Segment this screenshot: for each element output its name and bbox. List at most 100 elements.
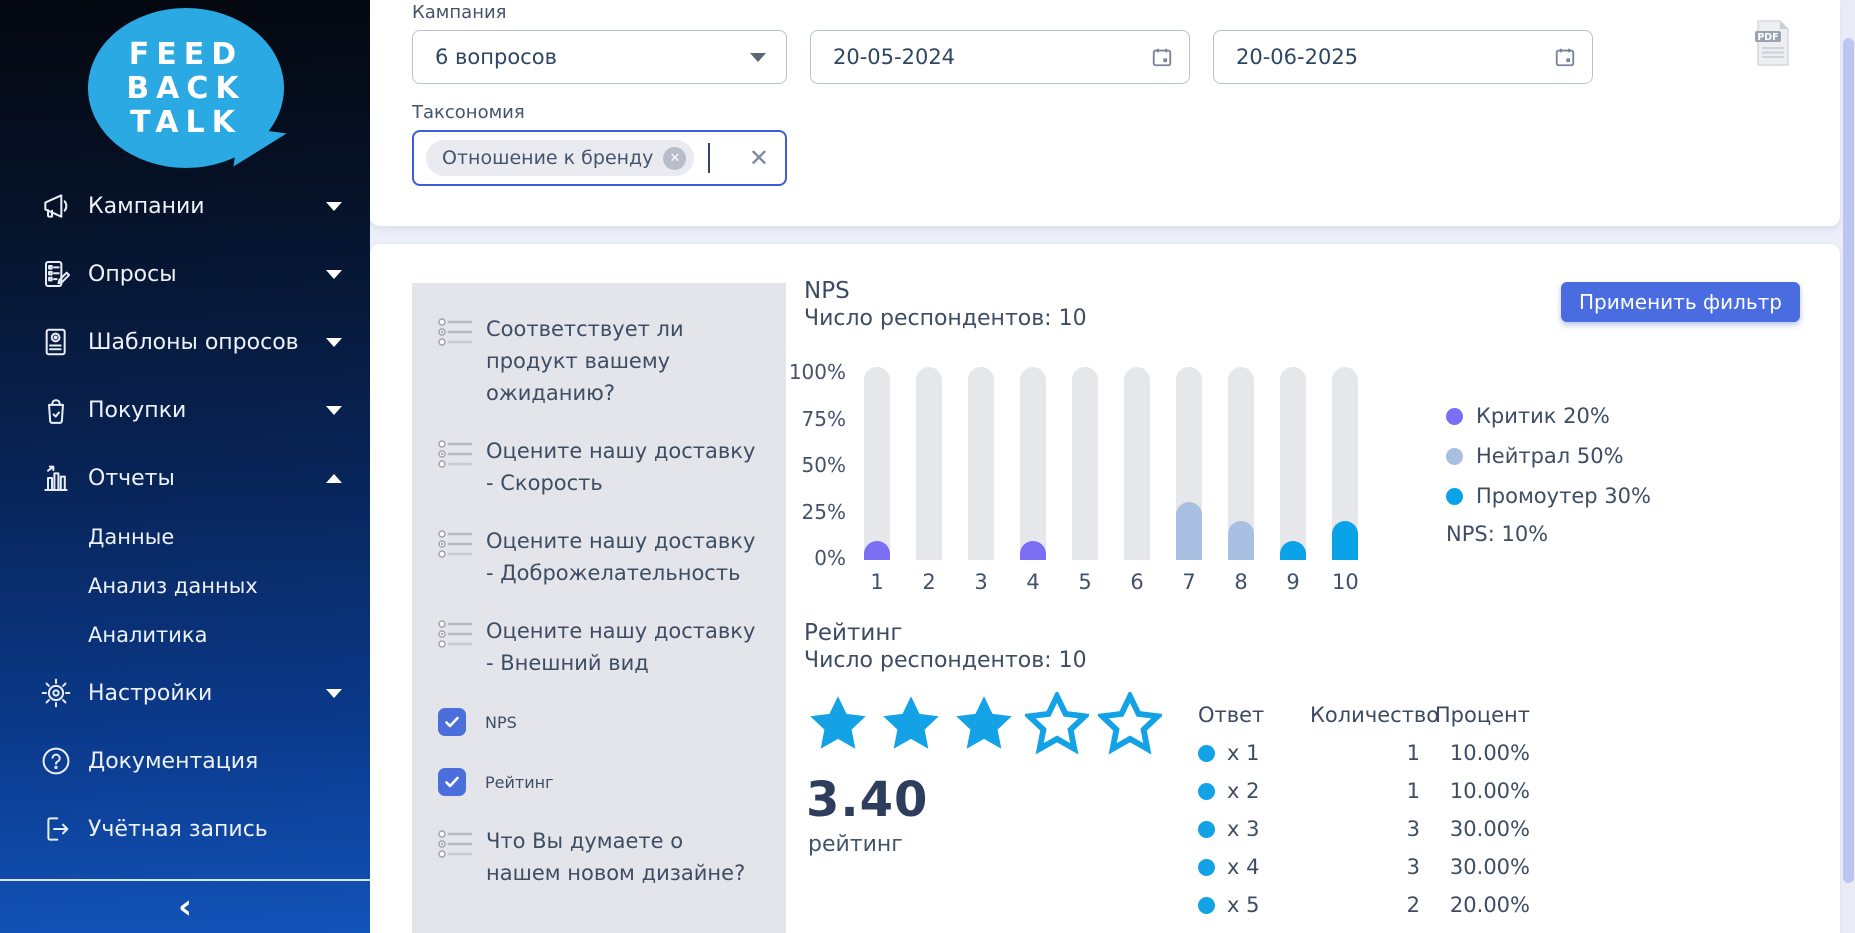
percent-cell: 10.00% bbox=[1420, 741, 1530, 765]
survey-icon bbox=[40, 258, 72, 290]
logo-line: TALK bbox=[88, 106, 284, 140]
bar-track bbox=[1228, 367, 1254, 560]
sidebar-item-data-analysis[interactable]: Анализ данных bbox=[0, 561, 370, 610]
count-cell: 1 bbox=[1310, 741, 1420, 765]
campaign-select[interactable]: 6 вопросов bbox=[412, 30, 787, 84]
bar-track bbox=[1176, 367, 1202, 560]
page-scrollbar-track[interactable] bbox=[1842, 0, 1855, 933]
sidebar-item-account[interactable]: Учётная запись bbox=[0, 795, 370, 863]
megaphone-icon bbox=[40, 190, 72, 222]
answer-cell: x 4 bbox=[1198, 855, 1310, 879]
bar-column: 3 bbox=[968, 367, 994, 594]
apply-filter-button[interactable]: Применить фильтр bbox=[1561, 282, 1800, 322]
date-to-input[interactable]: 20-06-2025 bbox=[1213, 30, 1593, 84]
sidebar-item-label: Шаблоны опросов bbox=[88, 330, 326, 355]
bar-fill bbox=[1228, 521, 1254, 560]
y-tick-label: 50% bbox=[802, 460, 846, 470]
checkbox-checked[interactable] bbox=[438, 708, 466, 736]
answer-label: x 1 bbox=[1227, 741, 1259, 765]
check-icon bbox=[443, 713, 461, 731]
bar-track bbox=[1280, 367, 1306, 560]
bar-track bbox=[1020, 367, 1046, 560]
legend-dot bbox=[1446, 488, 1463, 505]
app-logo: FEED BACK TALK bbox=[88, 8, 298, 178]
answer-label: x 4 bbox=[1227, 855, 1259, 879]
filters-card: Кампания 6 вопросов 20-05-2024 20-06-202… bbox=[370, 0, 1840, 226]
chevron-down-icon bbox=[750, 53, 766, 62]
chevron-down-icon bbox=[326, 338, 342, 347]
sidebar-item-data[interactable]: Данные bbox=[0, 512, 370, 561]
collapse-chevron-icon: ‹ bbox=[178, 890, 192, 924]
bar-column: 9 bbox=[1280, 367, 1306, 594]
sidebar-item-reports[interactable]: Отчеты bbox=[0, 444, 370, 512]
calendar-icon[interactable] bbox=[1151, 46, 1173, 68]
star-filled-icon bbox=[806, 692, 870, 756]
bar-fill bbox=[864, 541, 890, 560]
sidebar-nav: Кампании Опросы Шаблоны опросов bbox=[0, 172, 370, 863]
legend-dot bbox=[1446, 408, 1463, 425]
date-from-input[interactable]: 20-05-2024 bbox=[810, 30, 1190, 84]
y-tick-label: 25% bbox=[802, 507, 846, 517]
question-list-icon bbox=[438, 439, 474, 469]
sidebar-item-campaigns[interactable]: Кампании bbox=[0, 172, 370, 240]
bar-column: 6 bbox=[1124, 367, 1150, 594]
sidebar-item-settings[interactable]: Настройки bbox=[0, 659, 370, 727]
answer-dot bbox=[1198, 859, 1215, 876]
header-answer: Ответ bbox=[1198, 703, 1310, 727]
taxonomy-chip[interactable]: Отношение к бренду ✕ bbox=[426, 140, 694, 176]
x-tick-label: 5 bbox=[1072, 570, 1098, 594]
sidebar-item-analytics[interactable]: Аналитика bbox=[0, 610, 370, 659]
question-label: Оцените нашу доставку - Внешний вид bbox=[486, 615, 762, 679]
checkbox-checked[interactable] bbox=[438, 768, 466, 796]
sidebar-item-label: Документация bbox=[88, 749, 342, 774]
page-scrollbar-thumb[interactable] bbox=[1843, 38, 1854, 883]
campaign-label: Кампания bbox=[412, 2, 1840, 23]
taxonomy-multiselect[interactable]: Отношение к бренду ✕ ✕ bbox=[412, 130, 787, 186]
sidebar-item-purchases[interactable]: Покупки bbox=[0, 376, 370, 444]
answer-cell: x 1 bbox=[1198, 741, 1310, 765]
question-item[interactable]: Оцените нашу доставку - Скорость bbox=[438, 435, 762, 499]
question-label: Рейтинг bbox=[485, 773, 553, 792]
taxonomy-label: Таксономия bbox=[412, 102, 1840, 123]
sidebar-item-label: Анализ данных bbox=[88, 574, 258, 598]
date-to-value: 20-06-2025 bbox=[1236, 45, 1554, 69]
sidebar-collapse-button[interactable]: ‹ bbox=[0, 881, 370, 933]
answer-label: x 2 bbox=[1227, 779, 1259, 803]
count-cell: 3 bbox=[1310, 817, 1420, 841]
answer-dot bbox=[1198, 897, 1215, 914]
header-count: Количество bbox=[1310, 703, 1420, 727]
question-item[interactable]: Что Вы думаете о нашем новом дизайне? bbox=[438, 825, 762, 889]
question-item-rating[interactable]: Рейтинг bbox=[438, 765, 762, 799]
percent-cell: 20.00% bbox=[1420, 893, 1530, 917]
rating-table-body: x 1110.00%x 2110.00%x 3330.00%x 4330.00%… bbox=[1198, 734, 1530, 924]
sidebar-item-documentation[interactable]: Документация bbox=[0, 727, 370, 795]
answer-dot bbox=[1198, 821, 1215, 838]
rating-table-header: Ответ Количество Процент bbox=[1198, 696, 1530, 734]
question-item[interactable]: Соответствует ли продукт вашему ожиданию… bbox=[438, 313, 762, 409]
question-item[interactable]: Оцените нашу доставку - Доброжелательнос… bbox=[438, 525, 762, 589]
nps-legend: Критик 20%Нейтрал 50%Промоутер 30% bbox=[1446, 396, 1651, 516]
chip-remove-icon[interactable]: ✕ bbox=[663, 147, 686, 170]
campaign-select-value: 6 вопросов bbox=[435, 45, 750, 69]
sidebar-item-survey-templates[interactable]: Шаблоны опросов bbox=[0, 308, 370, 376]
template-icon bbox=[40, 326, 72, 358]
export-pdf-button[interactable]: PDF bbox=[1754, 20, 1792, 66]
calendar-icon[interactable] bbox=[1554, 46, 1576, 68]
bar-track bbox=[1072, 367, 1098, 560]
sidebar-item-surveys[interactable]: Опросы bbox=[0, 240, 370, 308]
question-item-nps[interactable]: NPS bbox=[438, 705, 762, 739]
rating-table-row: x 2110.00% bbox=[1198, 772, 1530, 810]
clear-field-icon[interactable]: ✕ bbox=[749, 146, 769, 170]
question-label: Соответствует ли продукт вашему ожиданию… bbox=[486, 313, 762, 409]
rating-title: Рейтинг bbox=[804, 620, 902, 646]
answer-label: x 3 bbox=[1227, 817, 1259, 841]
chevron-down-icon bbox=[326, 202, 342, 211]
star-outline-icon bbox=[1025, 692, 1089, 756]
shopping-bag-icon bbox=[40, 394, 72, 426]
question-item[interactable]: Оцените нашу доставку - Внешний вид bbox=[438, 615, 762, 679]
x-tick-label: 6 bbox=[1124, 570, 1150, 594]
nps-score: NPS: 10% bbox=[1446, 522, 1548, 546]
bar-column: 7 bbox=[1176, 367, 1202, 594]
chevron-up-icon bbox=[326, 474, 342, 483]
count-cell: 3 bbox=[1310, 855, 1420, 879]
